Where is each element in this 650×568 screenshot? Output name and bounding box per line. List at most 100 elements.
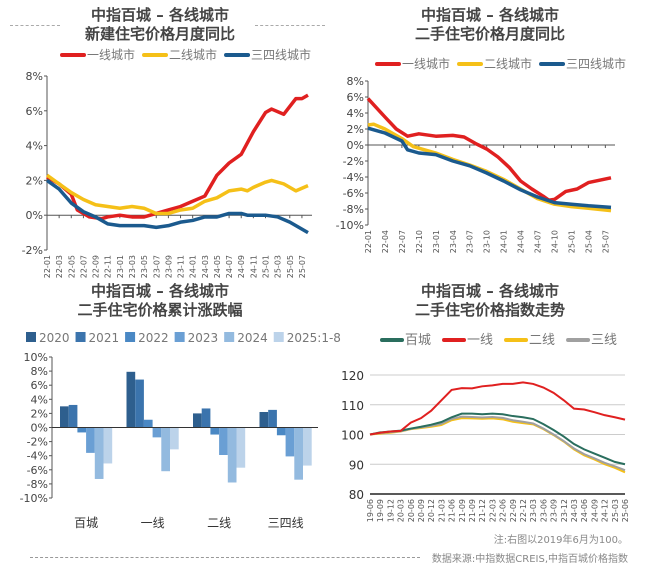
- x-tick-label: 20-03: [397, 499, 406, 522]
- category-label: 三四线: [268, 516, 304, 530]
- title-line: 中指百城 – 各线城市: [421, 282, 559, 300]
- legend-label: 三四线城市: [566, 56, 626, 71]
- legend-label: 一线城市: [87, 47, 135, 62]
- x-tick-label: 22-11: [104, 255, 113, 278]
- y-tick-label: 90: [349, 458, 364, 472]
- footer-source: 数据来源:中指数据CREIS,中指百城价格指数: [431, 554, 628, 565]
- series-line: [369, 412, 626, 466]
- y-tick-label: 0%: [31, 422, 48, 435]
- x-tick-label: 22-09: [509, 499, 518, 522]
- title-line: 二手住宅价格月度同比: [414, 25, 565, 43]
- y-tick-label: -8%: [27, 478, 48, 491]
- x-tick-label: 24-04: [517, 230, 526, 253]
- x-tick-label: 19-06: [366, 499, 375, 522]
- title-line: 中指百城 – 各线城市: [421, 6, 559, 24]
- title-line: 二手住宅价格累计涨跌幅: [77, 301, 243, 319]
- x-tick-label: 22-09: [92, 255, 101, 278]
- y-tick-label: -2%: [22, 244, 43, 257]
- y-tick-label: 8%: [31, 365, 48, 378]
- x-tick-label: 24-11: [249, 255, 258, 278]
- legend-label: 三线: [591, 333, 617, 348]
- x-tick-label: 21-06: [448, 499, 457, 522]
- x-tick-label: 23-05: [140, 255, 149, 278]
- x-tick-label: 23-01: [116, 255, 125, 278]
- bar: [210, 427, 220, 435]
- y-tick-label: 0%: [347, 139, 364, 152]
- x-tick-label: 24-03: [570, 499, 579, 522]
- legend-swatch: [26, 332, 36, 342]
- series-line: [369, 381, 626, 436]
- bar: [86, 427, 95, 453]
- y-tick-label: 8%: [347, 75, 364, 88]
- bar: [276, 427, 286, 436]
- x-tick-label: 21-09: [458, 499, 467, 522]
- x-tick-label: 23-12: [560, 499, 569, 522]
- title-line: 新建住宅价格月度同比: [84, 25, 235, 43]
- bar: [60, 406, 69, 428]
- y-tick-label: 2%: [347, 123, 364, 136]
- bar: [236, 427, 246, 468]
- x-tick-label: 20-12: [427, 499, 436, 522]
- bar: [193, 413, 202, 428]
- x-tick-label: 24-05: [213, 255, 222, 278]
- x-tick-label: 23-04: [449, 230, 458, 253]
- x-tick-label: 22-01: [43, 255, 52, 278]
- x-tick-label: 23-11: [177, 255, 186, 278]
- bar: [143, 419, 153, 428]
- x-tick-label: 23-07: [466, 230, 475, 253]
- x-tick-label: 25-01: [567, 230, 576, 253]
- y-tick-label: 80: [349, 488, 364, 502]
- x-tick-label: 22-01: [364, 230, 373, 253]
- x-tick-label: 22-07: [79, 255, 88, 278]
- x-tick-label: 24-03: [201, 255, 210, 278]
- chart2-title: 中指百城 – 各线城市 二手住宅价格月度同比: [390, 6, 590, 44]
- x-tick-label: 25-05: [286, 255, 295, 278]
- bar: [103, 427, 113, 464]
- x-tick-label: 24-09: [590, 499, 599, 522]
- bar: [135, 379, 144, 428]
- x-tick-label: 25-04: [584, 230, 593, 253]
- y-tick-label: 120: [341, 369, 364, 383]
- title-divider: [10, 25, 60, 26]
- series-line: [366, 97, 612, 202]
- footer-note: 注:右图以2019年6月为100。: [493, 535, 628, 546]
- legend-swatch: [273, 332, 284, 342]
- x-tick-label: 23-10: [483, 230, 492, 253]
- y-tick-label: 6%: [26, 105, 43, 118]
- x-tick-label: 25-01: [262, 255, 271, 278]
- series-line: [45, 178, 309, 235]
- y-tick-label: -2%: [27, 436, 48, 449]
- legend-swatch: [224, 332, 235, 342]
- legend-label: 二线: [529, 333, 555, 348]
- x-tick-label: 25-07: [601, 230, 610, 253]
- category-label: 二线: [207, 516, 231, 530]
- category-label: 一线: [141, 516, 165, 530]
- x-tick-label: 21-12: [478, 499, 487, 522]
- bar: [126, 371, 136, 428]
- y-tick-label: -4%: [343, 171, 364, 184]
- bar: [170, 427, 179, 450]
- bar: [219, 427, 228, 455]
- bar: [68, 404, 78, 428]
- x-tick-label: 22-03: [55, 255, 64, 278]
- y-tick-label: 100: [341, 429, 364, 443]
- x-tick-label: 23-06: [539, 499, 548, 522]
- legend-swatch: [75, 332, 86, 342]
- y-tick-label: -8%: [343, 203, 364, 216]
- x-tick-label: 24-12: [601, 499, 610, 522]
- legend-label: 三四线城市: [251, 47, 311, 62]
- title-line: 中指百城 – 各线城市: [91, 6, 229, 24]
- title-line: 中指百城 – 各线城市: [91, 282, 229, 300]
- x-tick-label: 21-09: [468, 499, 477, 522]
- x-tick-label: 19-12: [386, 499, 395, 522]
- x-tick-label: 23-09: [164, 255, 173, 278]
- x-tick-label: 24-09: [237, 255, 246, 278]
- title-line: 二手住宅价格指数走势: [414, 301, 565, 319]
- y-tick-label: 110: [341, 399, 364, 413]
- x-tick-label: 24-07: [225, 255, 234, 278]
- legend-label: 2025:1-8: [287, 331, 341, 345]
- legend-label: 二线城市: [484, 56, 532, 71]
- bar: [227, 427, 237, 483]
- y-tick-label: -6%: [27, 464, 48, 477]
